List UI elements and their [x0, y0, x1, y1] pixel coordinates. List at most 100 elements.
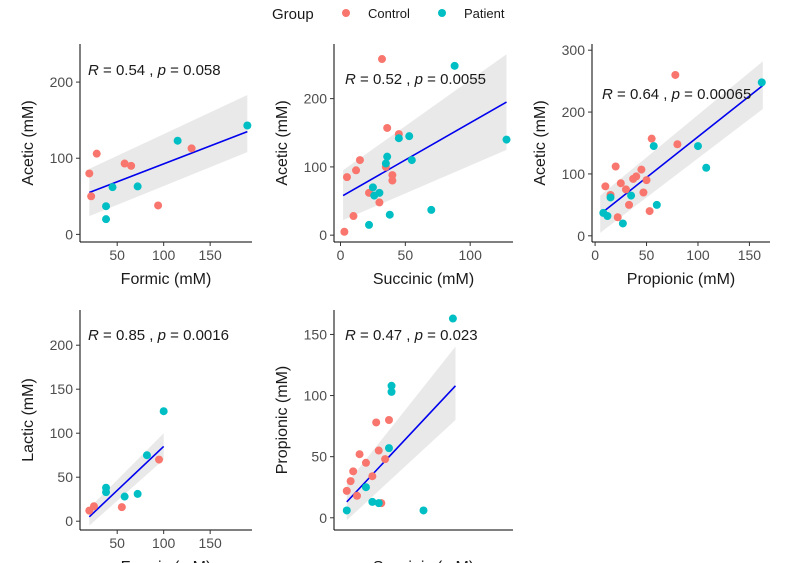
point-control: [381, 455, 390, 464]
y-axis-title: Acetic (mM): [532, 100, 549, 185]
point-control: [342, 486, 351, 495]
point-control: [647, 134, 656, 143]
point-patient: [142, 451, 151, 460]
point-patient: [603, 212, 612, 221]
regression-line: [342, 101, 507, 197]
point-patient: [450, 61, 459, 70]
point-control: [349, 467, 358, 476]
point-control: [377, 55, 386, 64]
point-patient: [108, 183, 117, 192]
confidence-band: [346, 346, 456, 521]
point-control: [601, 182, 610, 191]
y-tick-label: 0: [577, 228, 585, 244]
point-patient: [365, 220, 374, 229]
y-tick-label: 100: [562, 166, 586, 182]
y-tick-label: 200: [562, 104, 586, 120]
regression-line: [88, 445, 165, 518]
x-axis-title: Succinic (mM): [373, 559, 474, 563]
panel-1: 0 100 200 50 100 150 Formic (mM) Acetic (mM) R =…: [20, 44, 252, 288]
point-patient: [133, 182, 142, 191]
point-control: [639, 188, 648, 197]
point-control: [671, 70, 680, 79]
point-control: [673, 140, 682, 149]
point-control: [361, 458, 370, 467]
point-control: [383, 123, 392, 132]
point-control: [375, 198, 384, 207]
x-tick-label: 150: [198, 247, 222, 263]
point-patient: [368, 497, 377, 506]
x-tick-label: 100: [152, 535, 176, 551]
point-patient: [387, 387, 396, 396]
point-patient: [120, 492, 129, 501]
point-patient: [502, 135, 511, 144]
point-patient: [405, 132, 414, 141]
x-tick-label: 100: [152, 247, 176, 263]
point-control: [384, 416, 393, 424]
point-control: [368, 472, 377, 481]
y-tick-label: 50: [311, 449, 327, 465]
panel-2: 0 100 200 0 50 100 Succinic (mM) Acetic (mM) R =…: [274, 44, 513, 288]
point-control: [616, 179, 625, 188]
y-tick-label: 100: [304, 388, 328, 404]
point-control: [120, 159, 129, 168]
y-tick-label: 50: [57, 469, 73, 485]
point-patient: [383, 152, 392, 161]
point-patient: [102, 215, 111, 224]
point-patient: [757, 78, 766, 87]
point-patient: [652, 200, 661, 209]
point-patient: [693, 142, 702, 151]
y-tick-label: 100: [304, 159, 328, 175]
y-tick-label: 0: [65, 226, 73, 242]
point-control: [637, 165, 646, 174]
correlation-annotation: R = 0.52 , p = 0.0055: [345, 71, 486, 88]
point-patient: [374, 499, 383, 508]
point-patient: [448, 314, 457, 323]
x-tick-label: 0: [591, 247, 599, 263]
correlation-annotation: R = 0.47 , p = 0.023: [345, 327, 478, 344]
legend-title: Group: [272, 6, 314, 23]
point-patient: [159, 407, 168, 416]
y-tick-label: 0: [65, 513, 73, 529]
point-control: [353, 491, 362, 500]
legend-label-patient: Patient: [464, 6, 505, 21]
x-tick-label: 50: [109, 535, 125, 551]
point-control: [625, 200, 634, 209]
point-patient: [243, 121, 252, 130]
point-control: [352, 166, 361, 175]
point-control: [632, 172, 641, 181]
y-tick-label: 100: [50, 425, 74, 441]
point-patient: [387, 381, 396, 390]
y-tick-label: 100: [50, 150, 74, 166]
point-control: [85, 169, 94, 178]
point-control: [117, 503, 126, 512]
point-control: [611, 162, 620, 171]
regression-line: [599, 84, 764, 215]
point-control: [89, 502, 98, 511]
x-tick-label: 0: [337, 247, 345, 263]
point-control: [349, 212, 358, 221]
point-patient: [102, 202, 111, 211]
point-patient: [427, 205, 436, 214]
point-control: [355, 156, 364, 165]
point-patient: [407, 156, 416, 165]
point-control: [613, 213, 622, 222]
point-patient: [375, 188, 384, 197]
y-tick-label: 300: [562, 42, 586, 58]
point-patient: [649, 142, 658, 151]
point-patient: [618, 219, 627, 228]
point-patient: [173, 136, 182, 145]
y-tick-label: 200: [50, 74, 74, 90]
point-control: [92, 149, 101, 158]
panel-5: 0 50 100 150 Succinic (mM) Propionic (mM) R = …: [274, 310, 513, 563]
confidence-band: [343, 54, 507, 221]
point-control: [154, 201, 163, 210]
x-tick-label: 100: [459, 247, 483, 263]
regression-line: [89, 130, 248, 194]
point-control: [187, 144, 196, 153]
correlation-annotation: R = 0.64 , p = 0.00065: [602, 86, 751, 103]
point-control: [621, 185, 630, 194]
x-tick-label: 50: [398, 247, 414, 263]
point-control: [155, 455, 164, 464]
